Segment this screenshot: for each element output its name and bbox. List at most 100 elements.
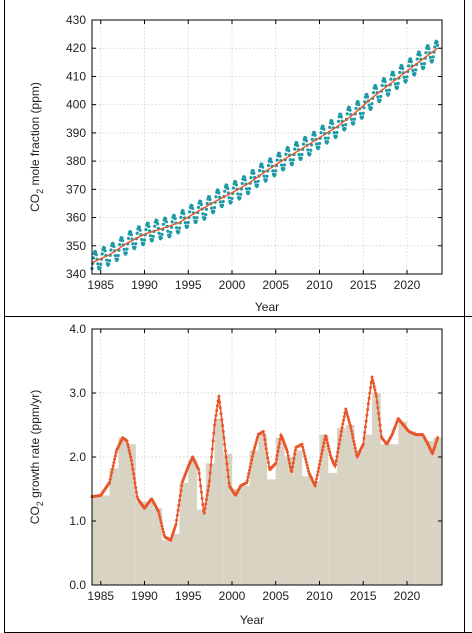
growth-rate-point — [202, 511, 206, 515]
growth-rate-point — [377, 417, 381, 421]
mole-fraction-point — [309, 148, 313, 152]
growth-rate-point — [253, 446, 257, 450]
growth-rate-bar — [100, 495, 110, 585]
growth-rate-x-tick-label: 2010 — [306, 589, 333, 603]
mole-fraction-point — [177, 226, 182, 230]
mole-fraction-point — [349, 117, 354, 121]
growth-rate-bar — [249, 450, 259, 585]
growth-rate-point — [199, 484, 203, 488]
growth-rate-point — [326, 441, 330, 445]
mole-fraction-point — [369, 106, 373, 110]
mole-fraction-point — [230, 196, 234, 201]
growth-rate-point — [350, 429, 354, 433]
growth-rate-point — [320, 452, 324, 456]
growth-rate-bar — [372, 393, 381, 585]
mole-fraction-point — [124, 251, 128, 255]
growth-rate-point — [293, 448, 297, 452]
mole-fraction-point — [126, 236, 131, 240]
growth-rate-point — [129, 455, 133, 459]
growth-rate-point — [114, 451, 118, 455]
mole-fraction-point — [282, 167, 286, 171]
mole-fraction-point — [204, 207, 209, 211]
growth-rate-x-tick-label: 2020 — [394, 589, 421, 603]
mole-fraction-point — [345, 112, 349, 116]
mole-fraction-point — [363, 100, 367, 104]
mole-fraction-point — [256, 179, 260, 183]
mole-fraction-point — [195, 216, 199, 220]
mole-fraction-point — [170, 220, 174, 224]
growth-rate-point — [132, 472, 136, 476]
mole-fraction-point — [297, 152, 301, 157]
mole-fraction-point — [419, 62, 424, 66]
mole-fraction-point — [196, 205, 201, 209]
mole-fraction-point — [138, 228, 142, 232]
growth-rate-point — [198, 478, 202, 482]
growth-rate-point — [222, 436, 226, 440]
mole-fraction-point — [312, 131, 316, 135]
mole-fraction-point — [328, 125, 332, 129]
growth-rate-point — [335, 455, 339, 459]
growth-rate-bar — [223, 453, 233, 585]
growth-rate-point — [129, 458, 133, 462]
mole-fraction-point — [94, 253, 98, 257]
growth-rate-point — [274, 457, 278, 461]
growth-rate-points — [90, 375, 440, 542]
mole-fraction-point — [236, 192, 240, 196]
mole-fraction-point — [188, 210, 192, 214]
mole-fraction-point — [371, 91, 376, 95]
mole-fraction-point — [278, 154, 282, 158]
growth-rate-point — [215, 404, 219, 408]
growth-rate-point — [180, 484, 184, 488]
growth-rate-point — [301, 448, 305, 452]
growth-rate-point — [111, 464, 115, 468]
mole-fraction-point — [380, 83, 384, 88]
mole-fraction-point — [306, 148, 310, 152]
growth-rate-point — [178, 498, 181, 502]
growth-rate-point — [363, 425, 367, 429]
growth-rate-point — [134, 490, 138, 494]
mole-fraction-point — [161, 222, 166, 226]
growth-rate-point — [322, 441, 326, 445]
growth-rate-point — [327, 447, 331, 451]
growth-rate-point — [265, 451, 269, 455]
growth-rate-bar — [92, 496, 101, 585]
growth-rate-point — [219, 412, 223, 416]
mole-fraction-point — [243, 178, 247, 182]
mole-fraction-x-axis-title: Year — [255, 300, 279, 314]
mole-fraction-point — [112, 244, 116, 249]
growth-rate-point — [128, 452, 132, 456]
growth-rate-point — [303, 454, 307, 458]
growth-rate-point — [314, 480, 318, 484]
mole-fraction-y-tick-label: 340 — [66, 267, 86, 281]
growth-rate-point — [319, 455, 323, 459]
growth-rate-point — [352, 439, 356, 443]
mole-fraction-point — [164, 217, 168, 221]
growth-rate-point — [217, 394, 221, 398]
mole-fraction-point — [208, 197, 212, 202]
mole-fraction-point — [252, 171, 256, 175]
mole-fraction-point — [185, 224, 190, 228]
mole-fraction-y-tick-label: 420 — [66, 41, 86, 55]
mole-fraction-point — [339, 115, 343, 119]
growth-rate-point — [112, 461, 116, 465]
growth-rate-point — [207, 484, 211, 488]
mole-fraction-point — [221, 200, 225, 204]
growth-rate-point — [205, 493, 209, 497]
mole-fraction-point — [415, 57, 419, 61]
growth-rate-chart: 0.0 1.0 2.0 3.0 4.0 1985 1990 1995 2000 2005 2010… — [28, 322, 443, 627]
mole-fraction-y-tick-label: 380 — [66, 154, 86, 168]
mole-fraction-point — [242, 175, 246, 179]
growth-rate-bar — [267, 479, 276, 585]
mole-fraction-point — [310, 137, 314, 141]
mole-fraction-point — [334, 134, 338, 138]
growth-rate-point — [342, 418, 346, 422]
mole-fraction-point — [409, 60, 413, 64]
growth-rate-point — [134, 486, 138, 490]
growth-rate-bar — [197, 509, 206, 585]
growth-rate-bar — [433, 437, 443, 585]
growth-rate-bars — [92, 393, 443, 585]
mole-fraction-point — [418, 53, 422, 57]
growth-rate-point — [277, 441, 281, 445]
growth-rate-point — [207, 479, 211, 483]
growth-rate-x-tick-label: 1985 — [87, 589, 114, 603]
